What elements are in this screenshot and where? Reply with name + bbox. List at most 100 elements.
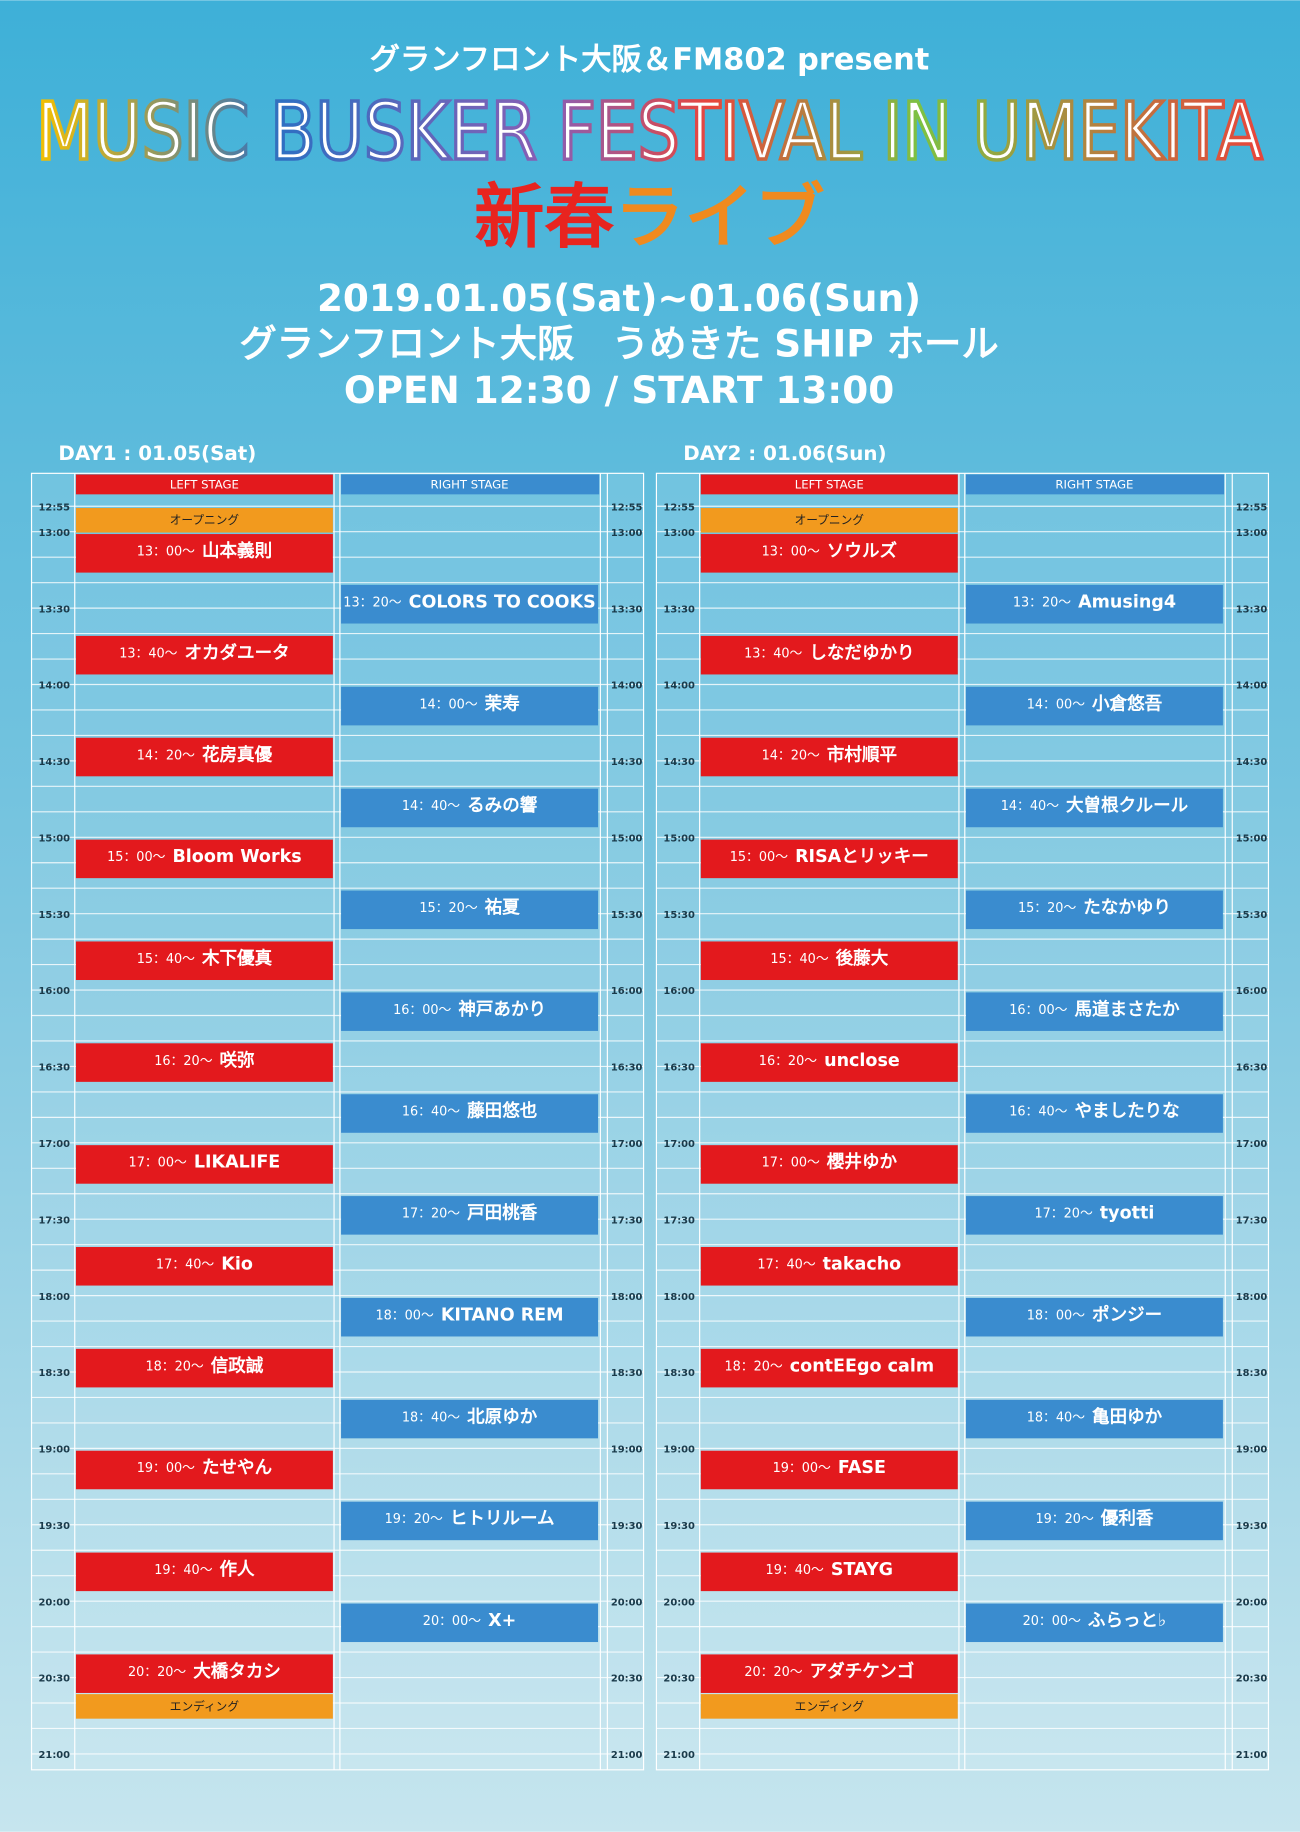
act-text: 17：00～ LIKALIFE bbox=[129, 1153, 281, 1173]
act-text: 19：20～ ヒトリルーム bbox=[385, 1509, 555, 1529]
time-label: 13:00 bbox=[1236, 528, 1268, 539]
time-label: 16:30 bbox=[611, 1063, 643, 1074]
ending-block bbox=[700, 1694, 958, 1719]
time-label: 18:30 bbox=[39, 1368, 71, 1379]
right-stage-header bbox=[965, 474, 1225, 495]
time-label: 15:30 bbox=[663, 910, 695, 921]
opening-label: オープニング bbox=[795, 513, 865, 527]
time-label: 18:00 bbox=[1236, 1292, 1268, 1303]
act-text: 17：20～ 戸田桃香 bbox=[402, 1203, 538, 1224]
time-label: 12:55 bbox=[1236, 502, 1268, 513]
act-name: LIKALIFE bbox=[194, 1153, 280, 1173]
time-label: 18:00 bbox=[611, 1292, 643, 1303]
opening-block bbox=[75, 508, 333, 533]
time-label: 19:30 bbox=[611, 1521, 643, 1532]
act-time: 15：40～ bbox=[770, 951, 828, 966]
act-text: 14：40～ 大曽根クルール bbox=[1001, 795, 1189, 816]
time-label: 18:00 bbox=[39, 1292, 71, 1303]
time-label: 19:30 bbox=[39, 1521, 71, 1532]
act-text: 14：20～ 市村順平 bbox=[762, 744, 897, 765]
act-time: 16：20～ bbox=[759, 1053, 817, 1068]
act-time: 18：00～ bbox=[375, 1308, 433, 1323]
act-time: 14：40～ bbox=[1001, 799, 1059, 814]
act-time: 13：00～ bbox=[762, 544, 820, 559]
time-label: 21:00 bbox=[1236, 1750, 1268, 1761]
dates: 2019.01.05(Sat)~01.06(Sun) bbox=[317, 276, 921, 320]
time-label: 16:30 bbox=[1236, 1063, 1268, 1074]
act-block bbox=[965, 788, 1223, 828]
time-label: 18:30 bbox=[663, 1368, 695, 1379]
act-block bbox=[700, 1450, 958, 1490]
time-label: 17:00 bbox=[663, 1139, 695, 1150]
time-label: 15:00 bbox=[663, 833, 695, 844]
right-stage-label: RIGHT STAGE bbox=[1055, 478, 1133, 492]
act-time: 13：20～ bbox=[1013, 595, 1071, 610]
act-block bbox=[341, 1196, 599, 1235]
time-label: 18:30 bbox=[1236, 1368, 1268, 1379]
act-name: ヒトリルーム bbox=[450, 1509, 555, 1529]
act-time: 13：20～ bbox=[343, 595, 401, 610]
ending-label: エンディング bbox=[795, 1699, 865, 1713]
act-name: STAYG bbox=[831, 1560, 893, 1580]
act-block bbox=[965, 1399, 1223, 1439]
act-name: やましたりな bbox=[1075, 1102, 1180, 1122]
time-label: 14:00 bbox=[39, 681, 71, 692]
act-block bbox=[75, 737, 333, 777]
act-name: tyotti bbox=[1100, 1204, 1155, 1224]
time-label: 20:00 bbox=[1236, 1597, 1268, 1608]
act-block bbox=[965, 1297, 1223, 1337]
act-block bbox=[341, 890, 599, 930]
act-time: 13：40～ bbox=[119, 646, 177, 661]
act-name: Amusing4 bbox=[1078, 593, 1176, 613]
act-text: 13：00～ 山本義則 bbox=[137, 541, 272, 562]
act-block bbox=[700, 1247, 958, 1286]
act-time: 17：40～ bbox=[757, 1257, 815, 1272]
time-label: 14:30 bbox=[39, 757, 71, 768]
act-text: 20：00～ X+ bbox=[423, 1611, 517, 1631]
act-time: 17：20～ bbox=[402, 1206, 460, 1221]
time-label: 13:30 bbox=[611, 604, 643, 615]
act-name: 咲弥 bbox=[220, 1050, 256, 1071]
time-label: 14:30 bbox=[611, 757, 643, 768]
act-name: 戸田桃香 bbox=[467, 1203, 538, 1224]
act-name: オカダユータ bbox=[185, 642, 290, 663]
act-name: 後藤大 bbox=[836, 948, 889, 969]
time-label: 12:55 bbox=[611, 502, 643, 513]
time-label: 20:00 bbox=[39, 1597, 71, 1608]
time-label: 15:30 bbox=[39, 910, 71, 921]
act-text: 15：00～ Bloom Works bbox=[107, 847, 302, 867]
act-time: 16：20～ bbox=[154, 1053, 212, 1068]
act-time: 19：20～ bbox=[1035, 1512, 1093, 1527]
act-name: ポンジー bbox=[1092, 1304, 1162, 1325]
time-label: 19:00 bbox=[1236, 1445, 1268, 1456]
act-block bbox=[75, 635, 333, 675]
act-text: 17：40～ Kio bbox=[156, 1255, 253, 1275]
time-label: 13:30 bbox=[1236, 604, 1268, 615]
act-text: 16：20～ unclose bbox=[759, 1051, 900, 1071]
act-name: 北原ゆか bbox=[467, 1407, 538, 1427]
act-time: 17：00～ bbox=[762, 1155, 820, 1170]
time-label: 20:00 bbox=[611, 1597, 643, 1608]
act-name: しなだゆかり bbox=[809, 643, 914, 663]
act-block bbox=[341, 788, 599, 828]
act-text: 15：00～ RISAとリッキー bbox=[730, 847, 929, 867]
time-label: 16:30 bbox=[663, 1063, 695, 1074]
time-label: 13:30 bbox=[39, 604, 71, 615]
hours: OPEN 12:30 / START 13:00 bbox=[344, 368, 894, 412]
act-name: FASE bbox=[838, 1458, 886, 1478]
act-name: たなかゆり bbox=[1083, 898, 1171, 918]
act-text: 17：20～ tyotti bbox=[1034, 1204, 1154, 1224]
act-text: 15：40～ 木下優真 bbox=[137, 948, 273, 969]
subtitle: 新春ライブ bbox=[474, 176, 824, 258]
act-block bbox=[700, 1145, 958, 1184]
act-text: 18：40～ 北原ゆか bbox=[402, 1407, 538, 1427]
ending-label: エンディング bbox=[170, 1699, 240, 1713]
act-text: 19：40～ 作人 bbox=[154, 1559, 255, 1580]
act-text: 16：00～ 神戸あかり bbox=[393, 999, 546, 1020]
act-name: X+ bbox=[488, 1611, 516, 1631]
act-block bbox=[75, 941, 333, 981]
act-block bbox=[965, 1196, 1223, 1235]
act-time: 14：20～ bbox=[762, 748, 820, 763]
act-text: 18：20～ contEEgo calm bbox=[724, 1356, 934, 1376]
